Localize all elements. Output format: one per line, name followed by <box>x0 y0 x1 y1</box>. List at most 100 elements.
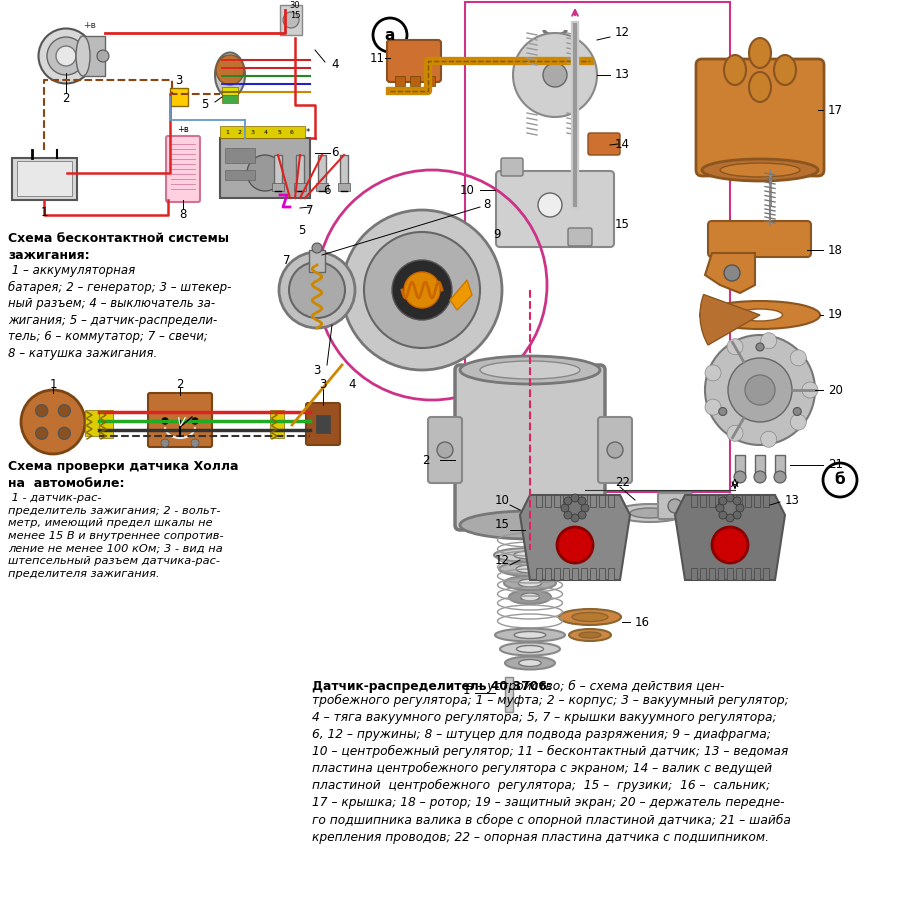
Text: 16: 16 <box>635 615 650 629</box>
Ellipse shape <box>737 309 782 321</box>
Circle shape <box>793 407 801 415</box>
Circle shape <box>564 497 572 505</box>
Circle shape <box>289 262 345 318</box>
Text: 3: 3 <box>319 379 326 391</box>
Bar <box>590 568 596 580</box>
Bar <box>225 170 255 180</box>
Text: Схема проверки датчика Холла
на  автомобиле:: Схема проверки датчика Холла на автомоби… <box>8 460 238 490</box>
Text: 4: 4 <box>348 379 356 391</box>
Bar <box>700 495 706 507</box>
Circle shape <box>557 527 593 563</box>
Circle shape <box>754 471 766 483</box>
Circle shape <box>727 339 743 354</box>
Ellipse shape <box>519 659 541 666</box>
Bar <box>294 183 306 191</box>
Circle shape <box>373 18 407 52</box>
Circle shape <box>571 514 579 522</box>
FancyBboxPatch shape <box>306 403 340 445</box>
Circle shape <box>283 12 299 28</box>
Polygon shape <box>520 495 630 580</box>
Bar <box>735 455 745 477</box>
Text: 5: 5 <box>298 223 306 237</box>
Circle shape <box>733 511 741 519</box>
Circle shape <box>733 497 741 505</box>
Circle shape <box>581 504 589 512</box>
Circle shape <box>279 252 355 328</box>
Ellipse shape <box>216 55 244 85</box>
Ellipse shape <box>500 642 560 656</box>
Bar <box>309 250 325 272</box>
Ellipse shape <box>749 38 771 68</box>
Circle shape <box>578 497 586 505</box>
FancyBboxPatch shape <box>696 59 824 176</box>
Text: а – устройство; б – схема действия цен-: а – устройство; б – схема действия цен- <box>462 680 725 693</box>
Bar <box>745 495 751 507</box>
Bar <box>465 2 730 492</box>
Bar <box>545 568 551 580</box>
Bar <box>505 677 513 712</box>
Text: +в: +в <box>84 21 96 30</box>
Text: А: А <box>731 479 739 489</box>
Ellipse shape <box>514 631 546 639</box>
Ellipse shape <box>702 159 818 181</box>
Bar <box>270 410 284 438</box>
Bar <box>736 568 742 580</box>
Ellipse shape <box>215 53 245 98</box>
Text: +в: +в <box>177 125 189 134</box>
Bar <box>222 95 238 103</box>
Bar <box>700 568 706 580</box>
Circle shape <box>192 418 198 424</box>
Circle shape <box>727 425 743 441</box>
Circle shape <box>342 210 502 370</box>
Text: 1: 1 <box>40 206 48 220</box>
Text: 2: 2 <box>62 91 70 104</box>
Bar <box>763 495 769 507</box>
Text: 5: 5 <box>201 99 209 111</box>
Circle shape <box>774 471 786 483</box>
Bar <box>554 495 560 507</box>
Circle shape <box>790 414 806 431</box>
Bar <box>280 5 302 35</box>
Text: 19: 19 <box>828 309 843 321</box>
Bar <box>572 568 578 580</box>
Circle shape <box>705 335 815 445</box>
Bar <box>718 568 724 580</box>
Bar <box>536 568 542 580</box>
Ellipse shape <box>47 37 85 75</box>
Bar <box>736 495 742 507</box>
Circle shape <box>437 442 453 458</box>
Circle shape <box>726 494 734 502</box>
Polygon shape <box>450 280 472 310</box>
Bar <box>83 36 105 76</box>
Bar <box>608 568 614 580</box>
Bar <box>545 495 551 507</box>
Circle shape <box>312 243 322 253</box>
Bar <box>727 568 733 580</box>
Circle shape <box>728 358 792 422</box>
FancyBboxPatch shape <box>501 158 523 176</box>
Bar <box>754 495 760 507</box>
Ellipse shape <box>499 562 561 576</box>
Text: 12: 12 <box>495 553 510 567</box>
Ellipse shape <box>774 55 796 85</box>
Circle shape <box>162 418 168 424</box>
Bar <box>691 495 697 507</box>
Ellipse shape <box>517 646 544 652</box>
Circle shape <box>565 498 585 518</box>
Circle shape <box>392 260 452 320</box>
Circle shape <box>712 527 748 563</box>
Bar <box>12 158 77 200</box>
Circle shape <box>719 511 727 519</box>
Text: 11: 11 <box>370 51 385 65</box>
Circle shape <box>823 463 857 497</box>
Ellipse shape <box>460 511 600 539</box>
Circle shape <box>726 514 734 522</box>
Circle shape <box>571 494 579 502</box>
Bar <box>316 183 328 191</box>
Circle shape <box>802 382 818 398</box>
Circle shape <box>578 511 586 519</box>
Circle shape <box>756 343 764 351</box>
Ellipse shape <box>494 548 566 562</box>
Text: 2: 2 <box>238 129 242 135</box>
Text: 7: 7 <box>307 204 314 216</box>
